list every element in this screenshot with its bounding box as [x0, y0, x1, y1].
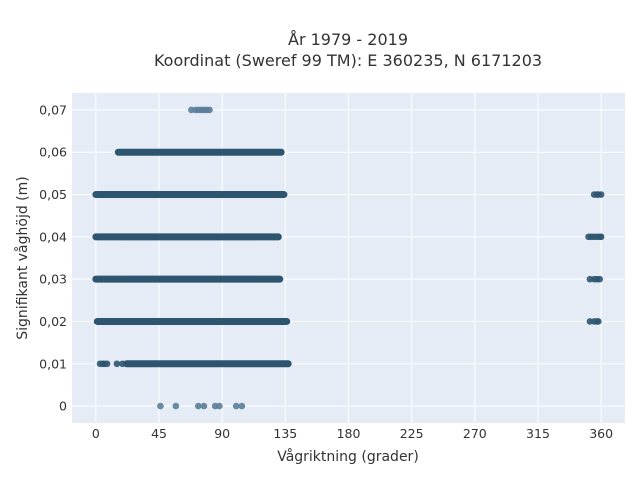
y-tick-label: 0,01: [39, 356, 67, 371]
data-point: [232, 402, 240, 410]
x-tick-label: 180: [337, 426, 361, 441]
data-point: [597, 191, 605, 198]
x-tick-label: 270: [463, 426, 487, 441]
y-tick-label: 0,04: [39, 229, 67, 244]
x-tick-label: 45: [151, 426, 167, 441]
x-tick-label: 315: [526, 426, 550, 441]
y-tick-label: 0,05: [39, 187, 67, 202]
y-tick-labels: 0 0,01 0,02 0,03 0,04 0,05 0,06 0,07: [39, 102, 67, 413]
data-point: [238, 402, 246, 410]
x-tick-label: 90: [214, 426, 230, 441]
y-tick-label: 0,03: [39, 272, 67, 287]
y-tick-label: 0: [59, 399, 67, 414]
x-grid: [95, 93, 602, 423]
y-tick-label: 0,02: [39, 314, 67, 329]
data-point: [595, 318, 602, 325]
chart-title-line-2: Koordinat (Sweref 99 TM): E 360235, N 61…: [154, 51, 542, 70]
data-point: [206, 106, 213, 114]
x-axis-label: Vågriktning (grader): [277, 448, 419, 465]
data-points: [92, 106, 605, 410]
data-point: [216, 402, 223, 410]
y-tick-label: 0,06: [39, 145, 67, 160]
x-tick-label: 225: [400, 426, 424, 441]
x-tick-labels: 0 45 90 135 180 225 270 315 360: [92, 426, 613, 441]
data-point: [119, 360, 126, 368]
data-point: [157, 402, 164, 410]
data-point: [200, 402, 208, 410]
data-point: [113, 360, 121, 368]
data-point: [284, 360, 292, 368]
data-point: [172, 402, 180, 410]
y-tick-label: 0,07: [39, 102, 67, 117]
data-point: [597, 233, 605, 241]
chart-title-line-1: År 1979 - 2019: [288, 30, 408, 49]
data-point: [195, 402, 202, 410]
data-point: [103, 360, 111, 368]
y-axis-label: Signifikant våghöjd (m): [14, 176, 31, 339]
x-tick-label: 360: [589, 426, 613, 441]
data-point: [596, 275, 604, 283]
x-tick-label: 0: [92, 426, 100, 441]
x-tick-label: 135: [273, 426, 297, 441]
